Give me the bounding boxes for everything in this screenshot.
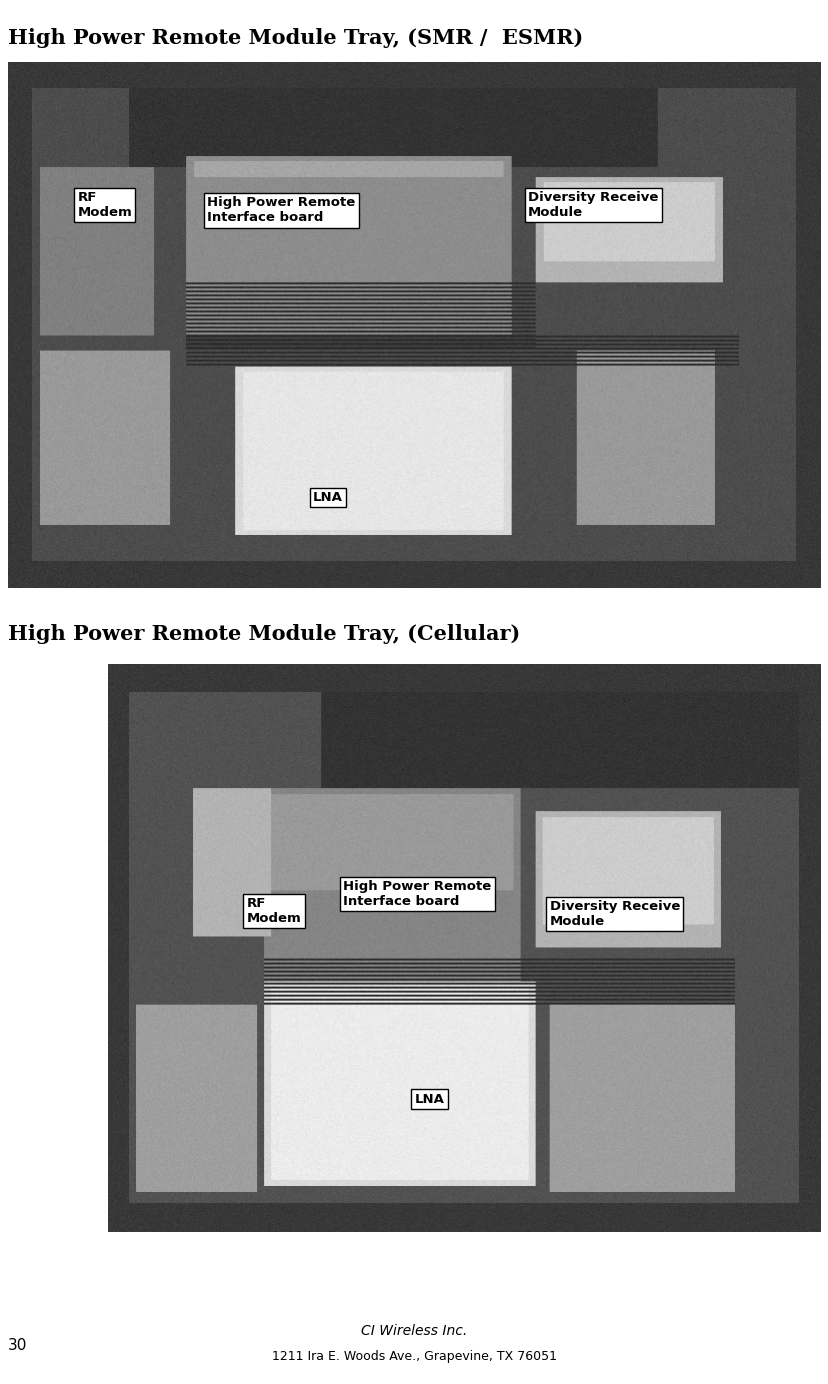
- Text: CI Wireless Inc.: CI Wireless Inc.: [361, 1324, 467, 1338]
- Text: 1211 Ira E. Woods Ave., Grapevine, TX 76051: 1211 Ira E. Woods Ave., Grapevine, TX 76…: [272, 1349, 556, 1363]
- Text: LNA: LNA: [313, 491, 343, 504]
- Text: High Power Remote Module Tray, (SMR /  ESMR): High Power Remote Module Tray, (SMR / ES…: [8, 29, 583, 48]
- Text: High Power Remote
Interface board: High Power Remote Interface board: [343, 880, 491, 908]
- Text: RF
Modem: RF Modem: [247, 897, 301, 925]
- Text: RF
Modem: RF Modem: [77, 191, 132, 219]
- Text: 30: 30: [8, 1338, 27, 1352]
- Text: Diversity Receive
Module: Diversity Receive Module: [549, 900, 679, 927]
- Text: High Power Remote Module Tray, (Cellular): High Power Remote Module Tray, (Cellular…: [8, 624, 520, 644]
- Text: High Power Remote
Interface board: High Power Remote Interface board: [207, 197, 355, 224]
- Text: Diversity Receive
Module: Diversity Receive Module: [527, 191, 657, 219]
- Text: LNA: LNA: [414, 1093, 444, 1106]
